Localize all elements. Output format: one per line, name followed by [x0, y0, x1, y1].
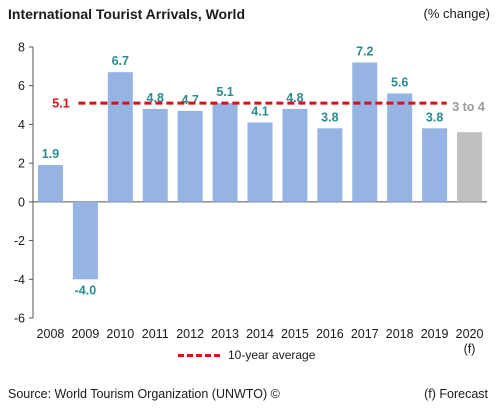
data-label: 4.1 [251, 104, 268, 118]
bar [282, 109, 307, 202]
y-tick-label: 6 [18, 79, 25, 93]
forecast-note: (f) Forecast [424, 387, 488, 401]
x-tick-label: 2008 [37, 327, 65, 341]
data-label: 3.8 [321, 110, 338, 124]
data-label: 7.2 [356, 44, 373, 58]
forecast-marker: (f) [464, 342, 476, 356]
bar [213, 103, 238, 202]
y-tick-label: -2 [14, 234, 25, 248]
y-tick-label: 2 [18, 157, 25, 171]
bar [248, 122, 273, 201]
forecast-bar [457, 132, 482, 202]
bar [178, 111, 203, 202]
bar [73, 202, 98, 279]
x-tick-label: 2019 [421, 327, 449, 341]
x-tick-label: 2015 [281, 327, 309, 341]
legend: 10-year average [178, 348, 315, 362]
x-tick-label: 2013 [211, 327, 239, 341]
bar [387, 93, 412, 201]
x-tick-label: 2020 [456, 327, 484, 341]
source-note: Source: World Tourism Organization (UNWT… [8, 387, 280, 401]
x-tick-label: 2012 [176, 327, 204, 341]
forecast-label: 3 to 4 [452, 100, 485, 114]
bar [143, 109, 168, 202]
average-line-swatch [178, 354, 220, 357]
y-tick-label: -4 [14, 273, 25, 287]
y-tick-label: 8 [18, 41, 25, 55]
x-tick-label: 2011 [142, 327, 169, 341]
x-tick-label: 2016 [316, 327, 344, 341]
bar [422, 128, 447, 202]
data-label: 5.6 [391, 75, 408, 89]
data-label: 5.1 [216, 85, 233, 99]
legend-label: 10-year average [228, 348, 315, 362]
x-tick-label: 2017 [351, 327, 379, 341]
bar [108, 72, 133, 202]
y-tick-label: -6 [14, 312, 25, 326]
data-label: 1.9 [42, 147, 59, 161]
data-label: 3.8 [426, 110, 443, 124]
y-tick-label: 0 [18, 195, 25, 209]
x-tick-label: 2010 [106, 327, 134, 341]
bar [317, 128, 342, 202]
bar [38, 165, 63, 202]
bar [352, 62, 377, 201]
data-label: 4.7 [181, 93, 198, 107]
data-label: 6.7 [112, 54, 129, 68]
x-tick-label: 2009 [71, 327, 99, 341]
y-tick-label: 4 [18, 118, 25, 132]
x-tick-label: 2014 [246, 327, 274, 341]
x-tick-label: 2018 [386, 327, 414, 341]
average-value-label: 5.1 [52, 97, 69, 111]
data-label: -4.0 [75, 283, 97, 297]
